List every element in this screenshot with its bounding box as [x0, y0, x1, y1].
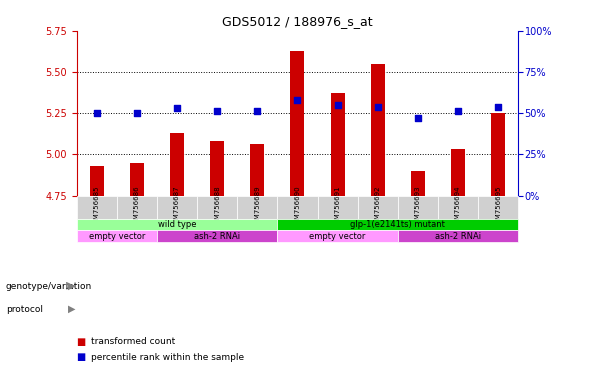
Text: GSM756685: GSM756685 — [94, 186, 100, 228]
FancyBboxPatch shape — [77, 230, 157, 242]
Title: GDS5012 / 188976_s_at: GDS5012 / 188976_s_at — [222, 15, 373, 28]
Text: ash-2 RNAi: ash-2 RNAi — [435, 232, 481, 241]
Bar — [210, 141, 224, 195]
Point — [293, 97, 302, 103]
FancyBboxPatch shape — [277, 230, 398, 242]
Text: glp-1(e2141ts) mutant: glp-1(e2141ts) mutant — [350, 220, 445, 229]
FancyBboxPatch shape — [277, 219, 518, 230]
FancyBboxPatch shape — [358, 195, 398, 219]
Bar — [90, 166, 104, 195]
Bar — [330, 93, 345, 195]
Point — [253, 108, 262, 114]
Text: ash-2 RNAi: ash-2 RNAi — [194, 232, 240, 241]
Bar — [250, 144, 264, 195]
Text: GSM756688: GSM756688 — [214, 186, 220, 228]
FancyBboxPatch shape — [317, 195, 358, 219]
FancyBboxPatch shape — [197, 195, 237, 219]
Text: ▶: ▶ — [68, 281, 75, 291]
Bar — [451, 149, 465, 195]
Bar — [290, 51, 305, 195]
Text: ▶: ▶ — [68, 304, 75, 314]
Point — [92, 110, 101, 116]
Text: GSM756687: GSM756687 — [174, 186, 180, 228]
Bar — [170, 133, 184, 195]
Text: GSM756690: GSM756690 — [294, 186, 300, 228]
FancyBboxPatch shape — [157, 195, 197, 219]
FancyBboxPatch shape — [157, 230, 277, 242]
Text: GSM756689: GSM756689 — [254, 186, 260, 228]
Text: ■: ■ — [77, 337, 86, 347]
Text: GSM756691: GSM756691 — [335, 186, 340, 228]
Text: GSM756695: GSM756695 — [495, 186, 501, 228]
FancyBboxPatch shape — [77, 195, 117, 219]
Bar — [491, 113, 505, 195]
Bar — [370, 64, 385, 195]
Text: GSM756693: GSM756693 — [415, 186, 421, 228]
FancyBboxPatch shape — [277, 195, 317, 219]
Text: ■: ■ — [77, 352, 86, 362]
Point — [494, 103, 503, 109]
Text: empty vector: empty vector — [88, 232, 145, 241]
Text: GSM756694: GSM756694 — [455, 186, 461, 228]
FancyBboxPatch shape — [398, 230, 518, 242]
Point — [213, 108, 222, 114]
FancyBboxPatch shape — [398, 195, 438, 219]
Text: transformed count: transformed count — [91, 337, 176, 346]
Bar — [130, 162, 144, 195]
Point — [454, 108, 463, 114]
Point — [333, 102, 342, 108]
FancyBboxPatch shape — [117, 195, 157, 219]
Text: GSM756692: GSM756692 — [375, 186, 380, 228]
Point — [373, 103, 382, 109]
Text: empty vector: empty vector — [309, 232, 366, 241]
FancyBboxPatch shape — [237, 195, 277, 219]
FancyBboxPatch shape — [478, 195, 518, 219]
Point — [413, 115, 423, 121]
Point — [172, 105, 181, 111]
Text: wild type: wild type — [158, 220, 196, 229]
Point — [132, 110, 141, 116]
FancyBboxPatch shape — [438, 195, 478, 219]
Text: GSM756686: GSM756686 — [134, 186, 140, 228]
Text: percentile rank within the sample: percentile rank within the sample — [91, 353, 244, 362]
FancyBboxPatch shape — [77, 219, 277, 230]
Bar — [411, 171, 425, 195]
Text: genotype/variation: genotype/variation — [6, 281, 92, 291]
Text: protocol: protocol — [6, 305, 43, 314]
